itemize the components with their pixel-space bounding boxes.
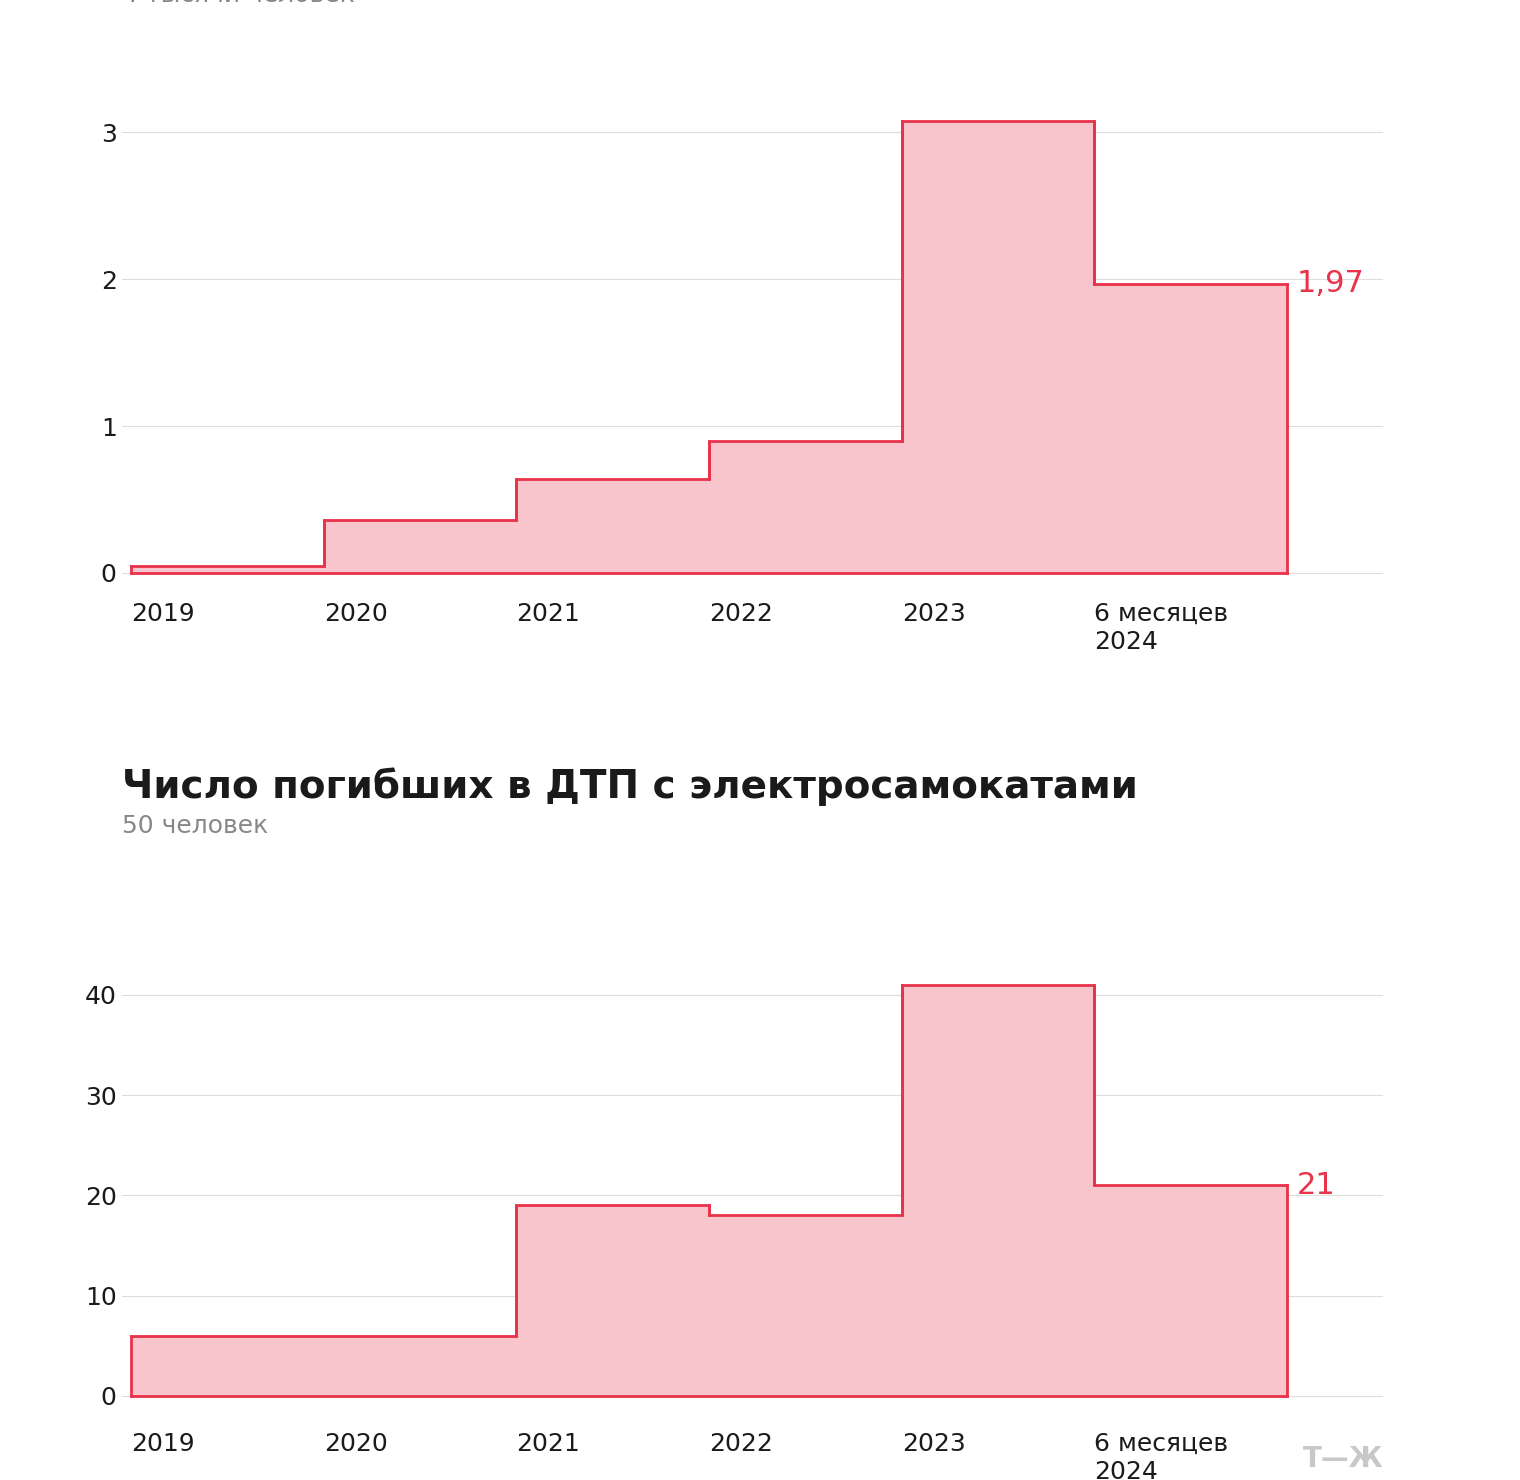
Text: 1,97: 1,97: [1297, 269, 1365, 299]
Polygon shape: [131, 121, 1287, 573]
Text: 50 человек: 50 человек: [122, 814, 268, 838]
Text: 21: 21: [1297, 1171, 1335, 1200]
Text: Т—Ж: Т—Ж: [1303, 1444, 1383, 1473]
Text: Число погибших в ДТП с электросамокатами: Число погибших в ДТП с электросамокатами: [122, 768, 1137, 807]
Text: 4 тысячи человек: 4 тысячи человек: [122, 0, 354, 7]
Polygon shape: [131, 984, 1287, 1396]
